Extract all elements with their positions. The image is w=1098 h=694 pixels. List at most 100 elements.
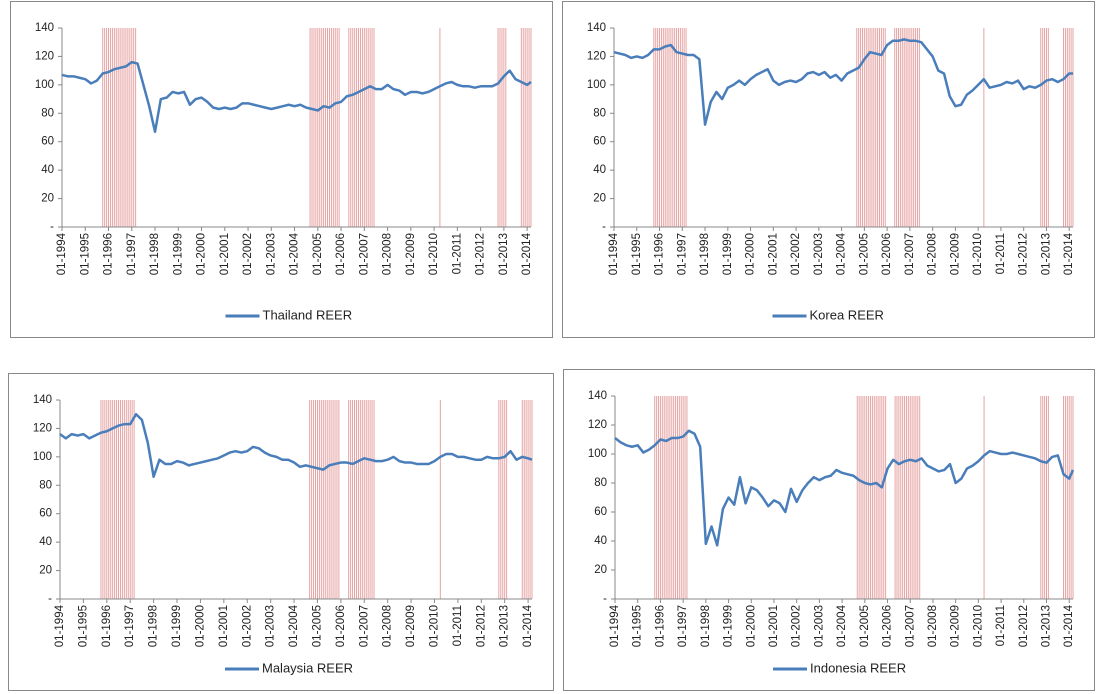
x-tick-label: 01-2007 [904, 605, 916, 647]
x-tick-label: 01-2010 [429, 605, 441, 647]
y-tick-label: 120 [587, 50, 606, 62]
x-tick-label: 01-2002 [242, 233, 254, 275]
x-tick-label: 01-1997 [676, 233, 688, 275]
chart-panel: - 20 40 60 80 100 120 140 01-1994 01-1995 01-1996 0… [562, 1, 1095, 338]
x-tick-label: 01-2003 [813, 233, 825, 275]
x-tick-label: 01-2011 [451, 233, 463, 274]
x-tick-label: 01-2006 [335, 233, 347, 275]
x-tick-label: 01-2010 [972, 605, 984, 647]
x-tick-label: 01-1999 [171, 605, 183, 647]
y-tick-label: 20 [39, 565, 52, 577]
y-tick-label: - [50, 221, 54, 233]
x-tick-label: 01-2010 [972, 233, 984, 275]
x-tick-label: 01-2003 [265, 233, 277, 275]
x-tick-label: 01-2002 [790, 233, 802, 275]
x-tick-label: 01-2009 [405, 233, 417, 275]
y-tick-label: 120 [33, 422, 52, 434]
x-tick-label: 01-2013 [499, 605, 511, 647]
x-tick-label: 01-2003 [265, 605, 277, 647]
series-line [613, 38, 1073, 126]
legend-label: Korea REER [810, 307, 884, 322]
y-tick-label: - [603, 593, 607, 605]
x-tick-label: 01-2014 [522, 604, 534, 647]
x-tick-label: 01-2005 [312, 233, 324, 275]
x-tick-label: 01-1995 [77, 605, 89, 647]
x-tick-label: 01-2005 [858, 233, 870, 275]
x-tick-label: 01-1997 [126, 233, 138, 275]
x-tick-label: 01-1998 [149, 233, 161, 275]
x-tick-label: 01-2014 [1063, 232, 1075, 275]
y-tick-label: 100 [35, 79, 54, 91]
x-tick-label: 01-2013 [1041, 605, 1053, 647]
x-tick-label: 01-1994 [609, 604, 621, 647]
x-tick-label: 01-2002 [241, 605, 253, 647]
x-tick-label: 01-2011 [995, 233, 1007, 274]
y-tick-label: 120 [588, 419, 607, 431]
x-tick-label: 01-1996 [103, 233, 115, 275]
y-tick-label: 40 [39, 536, 52, 548]
x-tick-label: 01-1995 [631, 233, 643, 275]
y-tick-label: 140 [33, 394, 52, 406]
x-tick-label: 01-2004 [289, 232, 301, 275]
x-tick-label: 01-2012 [1018, 233, 1030, 275]
panel-border [562, 1, 1095, 338]
x-tick-label: 01-1994 [56, 232, 68, 275]
y-tick-label: 20 [41, 193, 54, 205]
x-tick-label: 01-2013 [1040, 233, 1052, 275]
x-tick-label: 01-2007 [904, 233, 916, 275]
x-tick-label: 01-1998 [148, 605, 160, 647]
x-tick-label: 01-1995 [79, 233, 91, 275]
x-tick-label: 01-1999 [723, 605, 735, 647]
legend-label: Indonesia REER [810, 660, 906, 675]
y-tick-label: 100 [33, 451, 52, 463]
x-tick-label: 01-2008 [927, 605, 939, 647]
x-tick-label: 01-2012 [475, 233, 487, 275]
x-tick-label: 01-2008 [382, 233, 394, 275]
x-tick-label: 01-2013 [498, 233, 510, 275]
y-tick-label: 140 [588, 390, 607, 402]
y-tick-label: 100 [588, 448, 607, 460]
x-tick-label: 01-2008 [382, 605, 394, 647]
series-line [614, 429, 1075, 547]
x-tick-label: 01-2000 [745, 605, 757, 647]
x-tick-label: 01-2000 [194, 605, 206, 647]
series-line [61, 60, 532, 134]
chart-panel: - 20 40 60 80 100 120 140 01-1994 01-1995 01-1996 0… [10, 1, 553, 338]
x-tick-label: 01-2006 [882, 605, 894, 647]
x-tick-label: 01-2009 [405, 605, 417, 647]
chart-panel: - 20 40 60 80 100 120 140 01-1994 01-1995 01-1996 0… [8, 373, 554, 691]
x-tick-label: 01-2004 [836, 232, 848, 275]
y-tick-label: - [602, 221, 606, 233]
x-tick-label: 01-2005 [859, 605, 871, 647]
x-tick-label: 01-1996 [654, 605, 666, 647]
x-tick-label: 01-2001 [219, 233, 231, 275]
y-tick-label: 60 [594, 506, 607, 518]
x-tick-label: 01-2007 [358, 233, 370, 275]
y-tick-label: 40 [593, 164, 606, 176]
x-tick-label: 01-2001 [218, 605, 230, 647]
y-tick-label: 80 [593, 107, 606, 119]
y-tick-label: 140 [35, 22, 54, 34]
x-tick-label: 01-1998 [699, 233, 711, 275]
y-tick-label: 120 [35, 50, 54, 62]
x-tick-label: 01-2010 [428, 233, 440, 275]
x-tick-label: 01-1996 [654, 233, 666, 275]
x-tick-label: 01-2002 [791, 605, 803, 647]
x-tick-label: 01-2009 [949, 233, 961, 275]
y-tick-label: 60 [593, 136, 606, 148]
y-tick-label: 80 [39, 479, 52, 491]
x-tick-label: 01-2011 [452, 605, 464, 646]
series-line [59, 412, 533, 479]
x-tick-label: 01-1995 [632, 605, 644, 647]
panel-border [10, 1, 553, 338]
x-tick-label: 01-2007 [358, 605, 370, 647]
x-tick-label: 01-2012 [1018, 605, 1030, 647]
x-tick-label: 01-1999 [172, 233, 184, 275]
x-tick-label: 01-2001 [767, 233, 779, 275]
x-tick-label: 01-2012 [475, 605, 487, 647]
x-tick-label: 01-2003 [813, 605, 825, 647]
y-tick-label: 100 [587, 79, 606, 91]
y-tick-label: 140 [587, 22, 606, 34]
x-tick-label: 01-2004 [288, 604, 300, 647]
